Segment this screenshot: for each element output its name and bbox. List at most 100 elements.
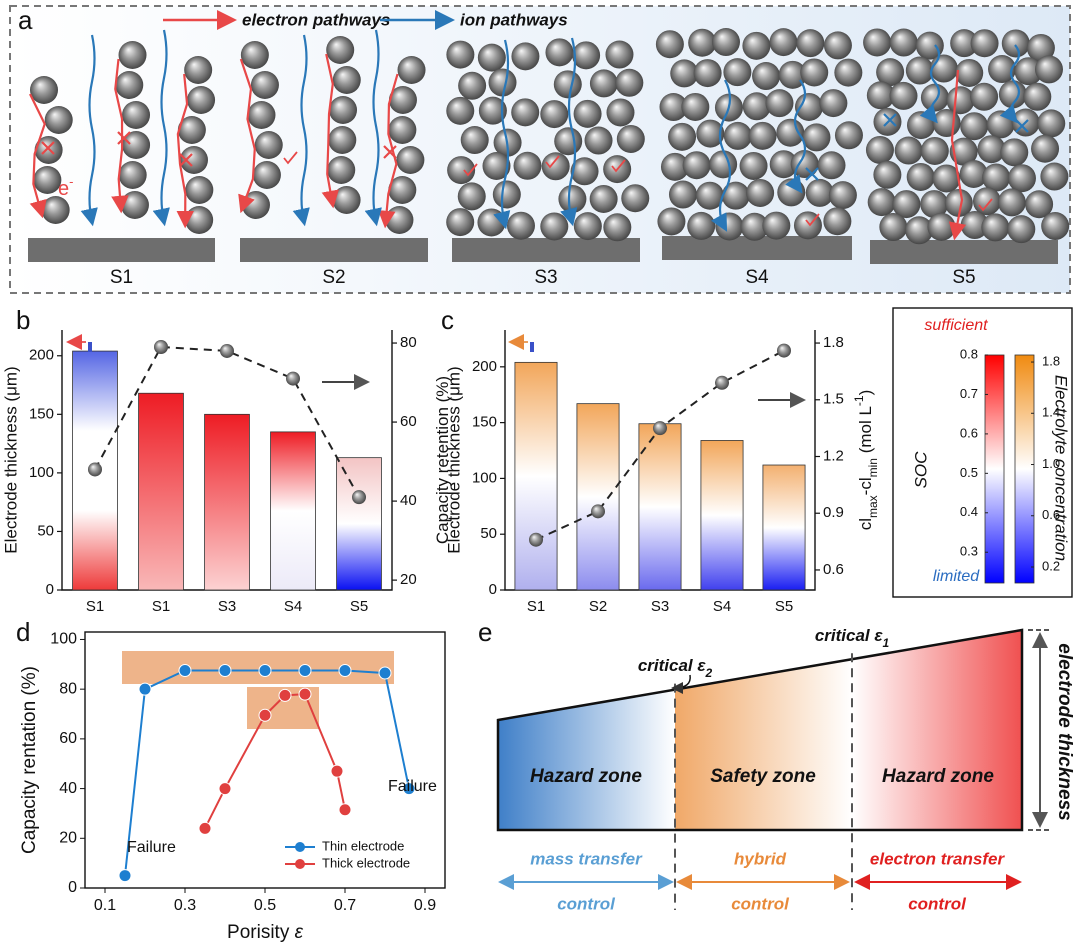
zone — [498, 689, 675, 830]
particle — [1000, 138, 1029, 167]
y-tick-label: 50 — [480, 525, 497, 542]
pass-mark — [978, 198, 993, 212]
particle — [866, 81, 895, 110]
particle — [986, 110, 1015, 139]
particle — [955, 58, 984, 87]
bar — [336, 457, 382, 591]
ion-path — [999, 44, 1021, 124]
particle — [1037, 109, 1066, 138]
particle — [752, 62, 781, 91]
current-collector — [240, 238, 428, 262]
point — [653, 421, 667, 436]
particle — [865, 135, 894, 164]
particle — [777, 178, 806, 207]
particle — [478, 96, 507, 125]
particle — [776, 118, 805, 147]
legend-marker — [295, 842, 305, 852]
electron-path — [176, 73, 195, 229]
sample-label: S4 — [745, 267, 769, 288]
blocked-mark — [179, 153, 193, 167]
control-label: electron transfer — [870, 849, 1006, 868]
y2-tick-label: 0.6 — [823, 561, 844, 578]
y-tick-label: 150 — [472, 414, 497, 431]
sample-label: S3 — [534, 267, 557, 288]
control-label: hybrid — [734, 849, 787, 868]
pass-mark — [463, 163, 478, 177]
particle — [762, 211, 791, 240]
ion-path — [364, 29, 382, 227]
electron-symbol-part: - — [69, 174, 73, 189]
particle — [959, 159, 988, 188]
bar — [270, 431, 316, 591]
bar — [204, 413, 250, 591]
point — [338, 803, 352, 817]
particle — [982, 163, 1011, 192]
soc-colorbar — [984, 354, 1005, 584]
colorbar-tick-label: 0.4 — [960, 504, 978, 519]
point — [298, 664, 312, 678]
control-label: control — [908, 894, 967, 913]
x-tick-label: S4 — [284, 598, 302, 615]
sample-label: S2 — [322, 267, 345, 288]
zone — [675, 659, 852, 830]
particle — [946, 86, 975, 115]
y2-tick-label: 80 — [400, 334, 417, 351]
particle — [446, 208, 475, 237]
sufficient-label: sufficient — [924, 317, 988, 334]
particle — [790, 150, 819, 179]
particle — [511, 42, 540, 71]
point — [118, 869, 132, 883]
y-tick-label: 60 — [59, 730, 77, 747]
x-tick-label: S3 — [218, 598, 236, 615]
y2-axis-label-part: -cl — [856, 477, 875, 495]
particle — [621, 184, 650, 213]
particle — [397, 56, 426, 84]
x-tick-label: S5 — [350, 598, 368, 615]
particle — [388, 116, 417, 144]
critical-label-part: 1 — [882, 636, 889, 650]
particle — [834, 121, 863, 150]
particle — [388, 176, 417, 204]
x-axis-label-part: Porisity — [227, 922, 295, 943]
x-tick-label: 0.7 — [334, 897, 356, 914]
ion-path — [493, 39, 511, 230]
y2-axis-label-part: min — [866, 458, 880, 477]
panel-label: d — [16, 617, 30, 647]
sample-label: S5 — [952, 267, 975, 288]
particle — [589, 184, 618, 213]
particle — [179, 146, 208, 174]
particle — [252, 161, 281, 189]
panel-d: 0.1 0.3 0.5 0.7 0.9 0 20 40 60 80 100 Capacity rent… — [19, 631, 446, 943]
concentration-label: Electrolyte concentration — [1052, 375, 1071, 561]
point — [286, 371, 300, 386]
y-axis-label: Capacity rentation (%) — [19, 666, 40, 854]
particle — [250, 71, 279, 99]
particle — [723, 121, 752, 150]
colorbar-tick-label: 1.8 — [1042, 353, 1060, 368]
particle — [118, 161, 147, 189]
particle — [970, 82, 999, 111]
colorbar-tick-label: 0.2 — [1042, 558, 1060, 573]
electron-symbol-part: e — [58, 178, 69, 200]
particle — [681, 92, 710, 121]
particle — [185, 206, 214, 234]
point — [88, 462, 102, 477]
y-tick-label: 80 — [59, 680, 77, 697]
y2-tick-label: 0.9 — [823, 504, 844, 521]
particle — [184, 56, 213, 84]
y-tick-label: 100 — [29, 464, 54, 481]
particle — [670, 59, 699, 88]
x-tick-label: 0.5 — [254, 897, 276, 914]
particle — [1023, 82, 1052, 111]
pass-mark — [805, 213, 820, 227]
particle — [30, 76, 59, 104]
y2-axis-label-part: (mol L — [856, 406, 875, 458]
legend-text: Thick electrode — [322, 855, 410, 870]
particle — [769, 28, 798, 57]
particle — [477, 208, 506, 237]
ion-path — [80, 34, 98, 227]
particle — [447, 156, 476, 185]
electron-path — [238, 58, 256, 214]
blocked-mark — [41, 141, 55, 155]
particle — [327, 156, 356, 184]
